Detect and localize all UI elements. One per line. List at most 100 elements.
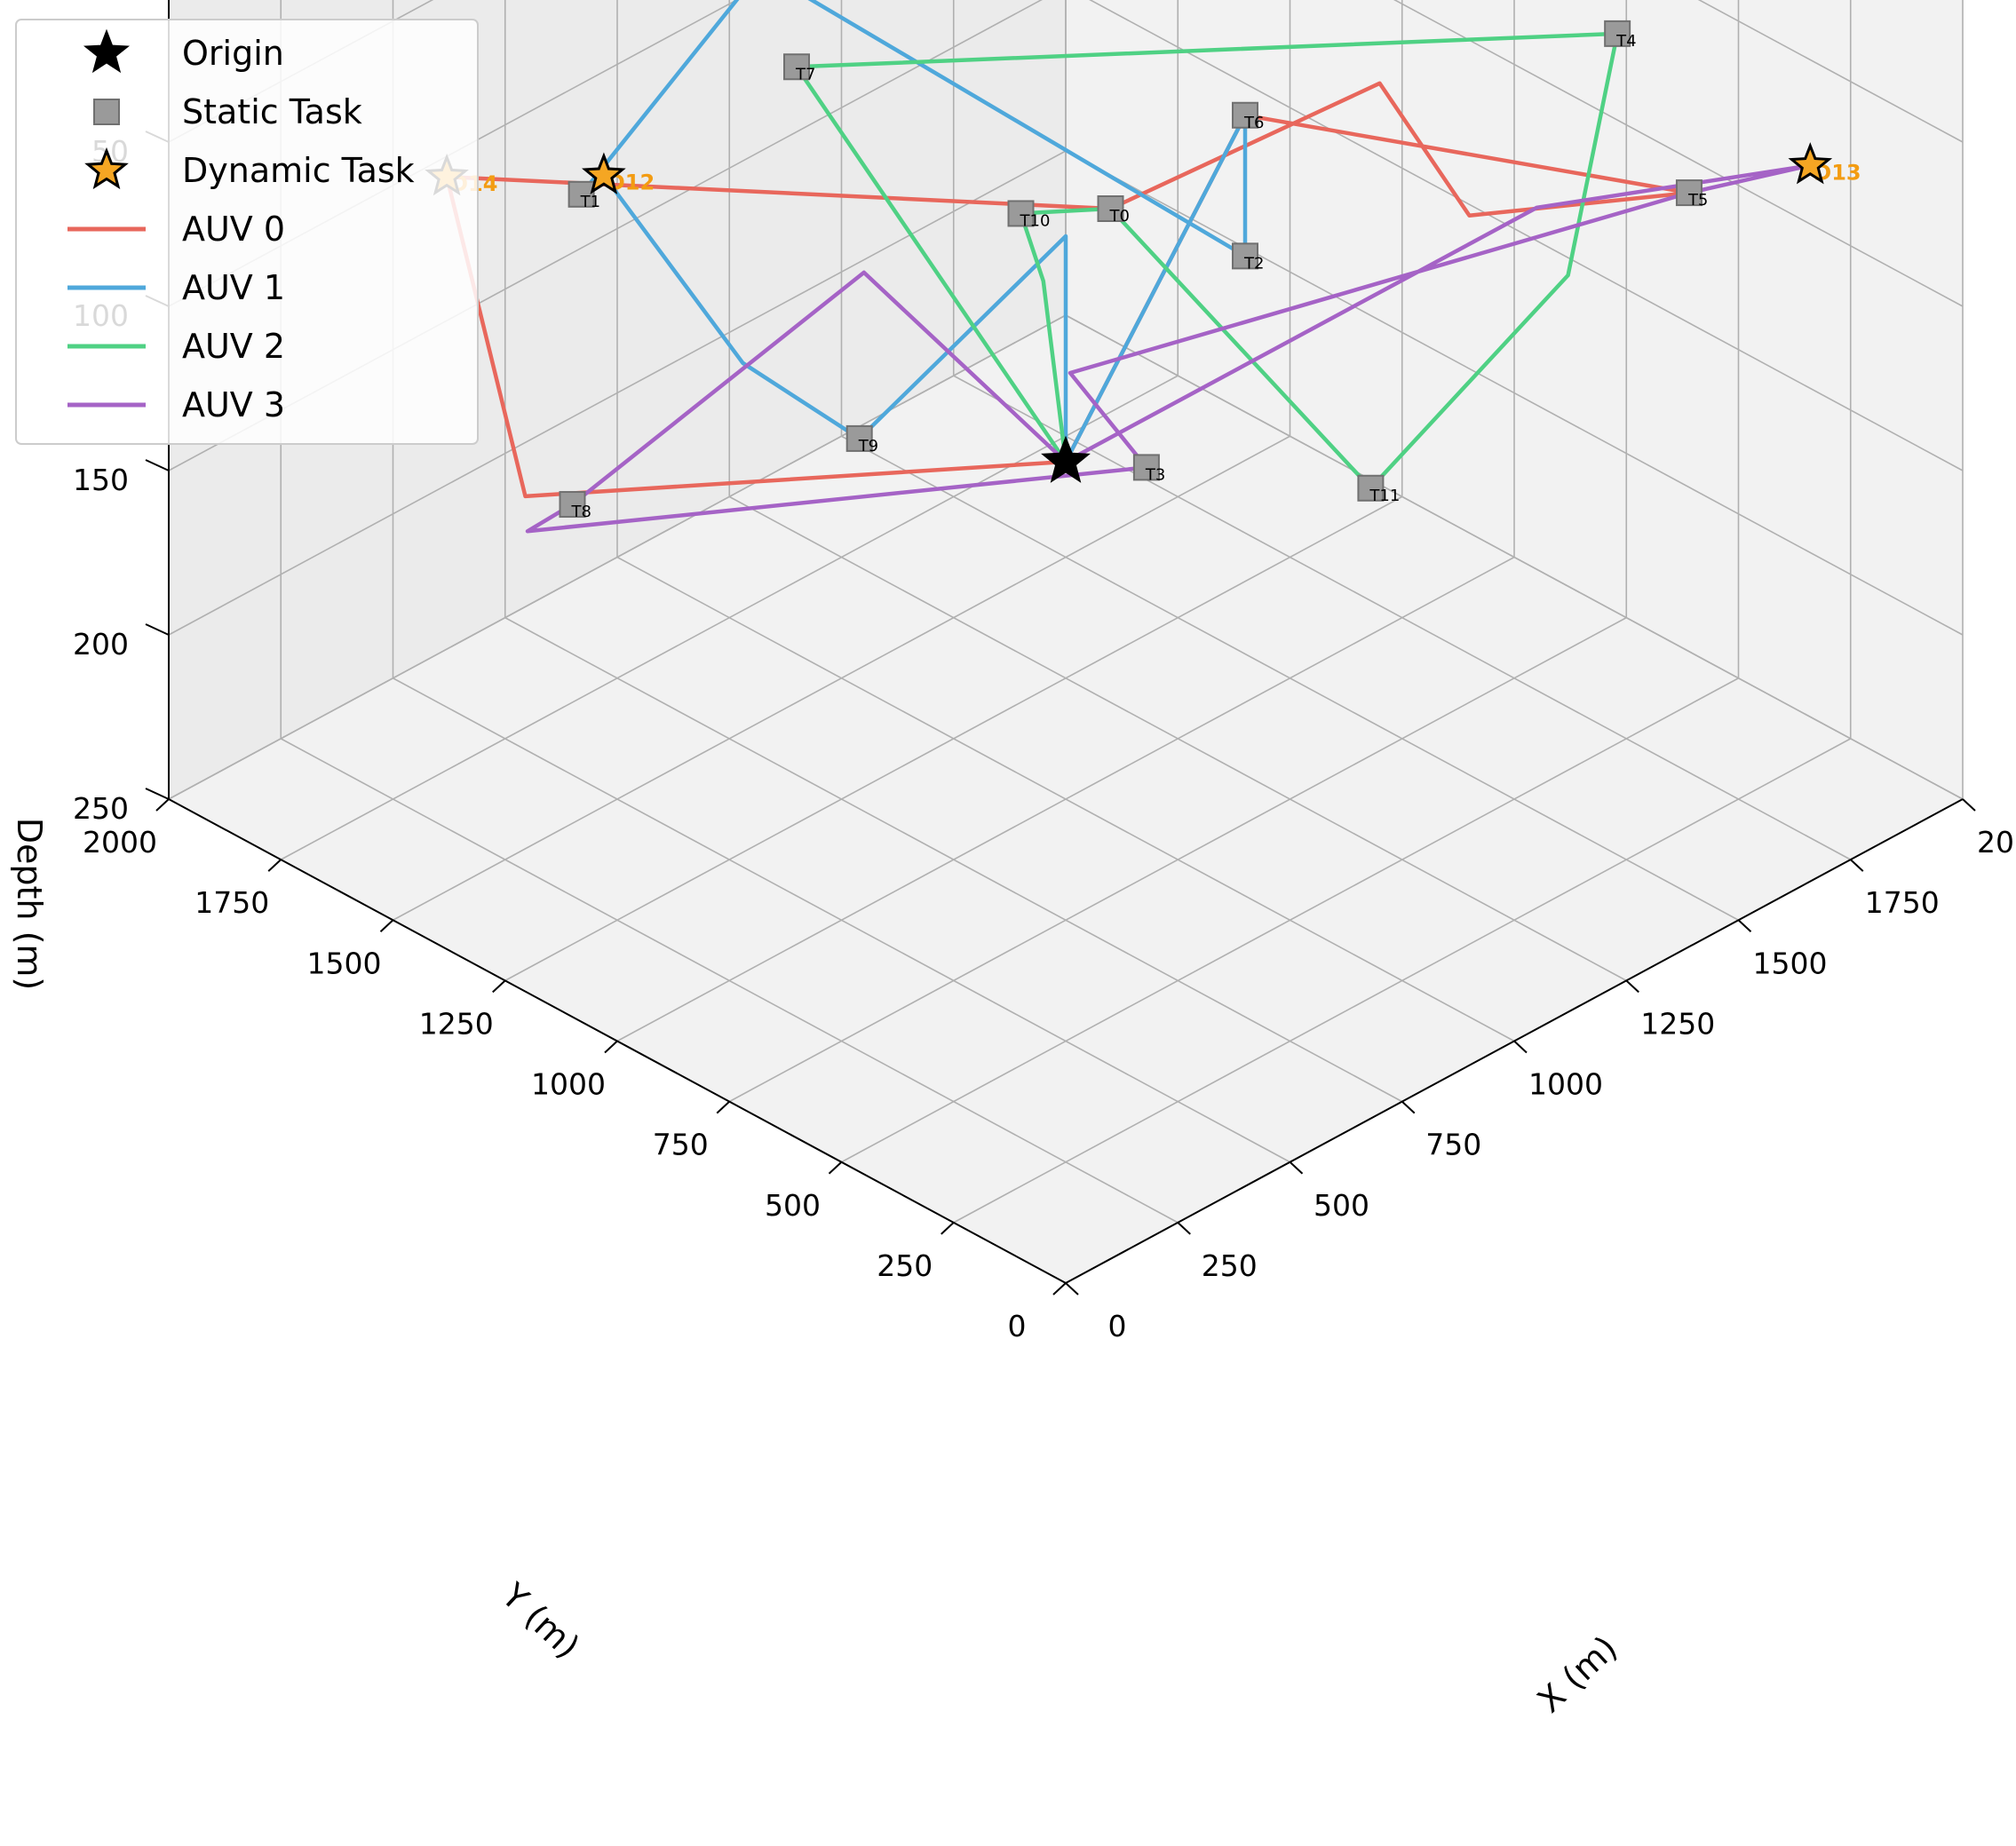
x-tick <box>1289 1161 1304 1175</box>
z-axis-title: Depth (m) <box>10 818 49 991</box>
legend-label: AUV 0 <box>182 210 285 249</box>
y-tick-label: 500 <box>765 1188 821 1223</box>
x-tick-label: 250 <box>1202 1248 1258 1283</box>
static-task-label: T8 <box>571 503 591 521</box>
y-tick <box>1052 1282 1067 1295</box>
static-task-label: T10 <box>1020 211 1051 230</box>
y-tick <box>716 1100 730 1114</box>
x-tick-label: 500 <box>1314 1188 1369 1223</box>
x-tick <box>1737 919 1752 932</box>
y-tick <box>941 1222 955 1235</box>
z-tick-label: 250 <box>73 791 129 826</box>
z-tick-label: 0 <box>110 0 129 4</box>
z-tick-label: 150 <box>73 463 129 497</box>
grid-line <box>953 738 1852 1224</box>
x-tick <box>1401 1100 1416 1114</box>
grid-line <box>1697 0 1964 143</box>
static-task-marker <box>845 424 873 452</box>
legend-origin-icon <box>83 28 131 74</box>
legend: Origin Static Task Dynamic Task AUV 0 AUV 1 A… <box>15 19 479 445</box>
legend-static-task-icon <box>93 99 120 125</box>
static-task-label: T4 <box>1615 32 1636 51</box>
legend-dynamic-task-icon <box>84 147 129 190</box>
x-tick-label: 0 <box>1108 1309 1127 1343</box>
x-tick <box>1177 1222 1191 1235</box>
y-tick-label: 1250 <box>419 1006 494 1041</box>
x-tick-label: 1750 <box>1865 885 1940 920</box>
x-tick <box>1850 859 1864 872</box>
static-task-marker <box>1232 242 1258 270</box>
static-task-marker <box>1132 454 1160 481</box>
legend-label: Static Task <box>182 92 362 131</box>
grid-line <box>504 495 1403 982</box>
y-tick <box>155 798 170 812</box>
legend-label: AUV 3 <box>182 385 285 424</box>
static-task-label: T3 <box>1145 465 1165 484</box>
y-tick <box>604 1040 618 1054</box>
y-tick <box>828 1161 843 1175</box>
origin-marker <box>1041 435 1091 483</box>
x-tick <box>1065 1282 1079 1295</box>
y-tick <box>379 919 394 932</box>
x-tick-label: 1250 <box>1640 1006 1715 1041</box>
grid-line <box>393 435 1290 921</box>
static-task-marker <box>567 180 595 208</box>
static-task-label: T11 <box>1369 487 1400 505</box>
grid-line <box>1089 0 1964 471</box>
y-tick <box>267 859 282 872</box>
static-task-label: T0 <box>1109 207 1130 226</box>
grid-line <box>1393 0 1964 307</box>
x-tick-label: 2000 <box>1977 825 2016 860</box>
static-task-marker <box>1232 101 1258 129</box>
legend-box <box>15 19 479 445</box>
auv-path-auv-3 <box>525 163 1813 534</box>
y-tick-label: 2000 <box>83 825 157 860</box>
static-task-marker <box>1007 200 1035 227</box>
static-task-label: T6 <box>1243 114 1264 132</box>
static-task-marker <box>559 491 586 519</box>
x-tick <box>1962 798 1976 812</box>
static-task-marker <box>1675 179 1702 207</box>
z-tick <box>145 623 170 636</box>
y-tick-label: 250 <box>877 1248 933 1283</box>
grid-line <box>168 150 1067 636</box>
auv-path-auv-0 <box>444 81 1692 499</box>
grid-line <box>168 314 1067 800</box>
static-task-marker <box>783 53 810 81</box>
legend-label: AUV 1 <box>182 268 285 307</box>
static-task-label: T1 <box>580 193 600 211</box>
x-axis-title: X (m) <box>1530 1628 1625 1721</box>
static-task-label: T5 <box>1687 191 1708 210</box>
y-tick-label: 1000 <box>531 1067 606 1102</box>
x-tick-label: 1000 <box>1528 1067 1603 1102</box>
legend-label: Dynamic Task <box>182 151 415 190</box>
x-tick <box>1625 979 1639 994</box>
grid-line <box>1065 314 1964 800</box>
dynamic-task-marker <box>1788 142 1833 185</box>
y-tick-label: 1500 <box>307 946 382 980</box>
y-tick-label: 0 <box>1008 1309 1027 1343</box>
z-tick-label: 200 <box>73 627 129 662</box>
y-tick <box>492 979 506 994</box>
grid-line <box>616 556 1515 1042</box>
z-tick <box>145 788 170 800</box>
y-tick-label: 1750 <box>194 885 269 920</box>
z-tick <box>145 459 170 471</box>
x-tick-label: 1500 <box>1753 946 1828 980</box>
x-tick-label: 750 <box>1425 1128 1481 1162</box>
y-tick-label: 750 <box>653 1128 709 1162</box>
legend-label: Origin <box>182 34 284 73</box>
static-task-marker <box>1097 195 1124 222</box>
grid-line <box>841 677 1739 1163</box>
grid-line <box>280 375 1179 860</box>
static-task-label: T9 <box>858 437 878 456</box>
static-task-marker <box>1604 20 1631 47</box>
static-task-marker <box>1357 474 1385 502</box>
y-axis-title: Y (m) <box>494 1575 587 1666</box>
static-task-label: T2 <box>1243 254 1264 273</box>
dynamic-task-marker <box>581 152 626 194</box>
legend-label: AUV 2 <box>182 327 285 366</box>
static-task-label: T7 <box>795 65 815 83</box>
grid-line <box>1065 150 1964 636</box>
